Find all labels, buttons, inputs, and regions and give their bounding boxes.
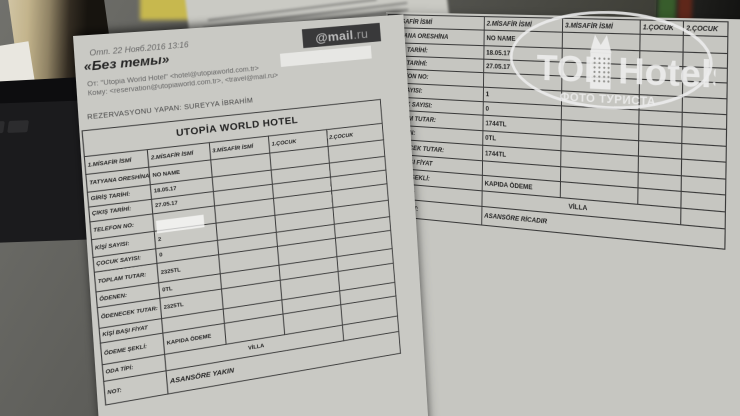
svg-text:ФОТО ТУРИСТА: ФОТО ТУРИСТА [560, 91, 656, 109]
svg-text:Hotels: Hotels [618, 51, 716, 98]
